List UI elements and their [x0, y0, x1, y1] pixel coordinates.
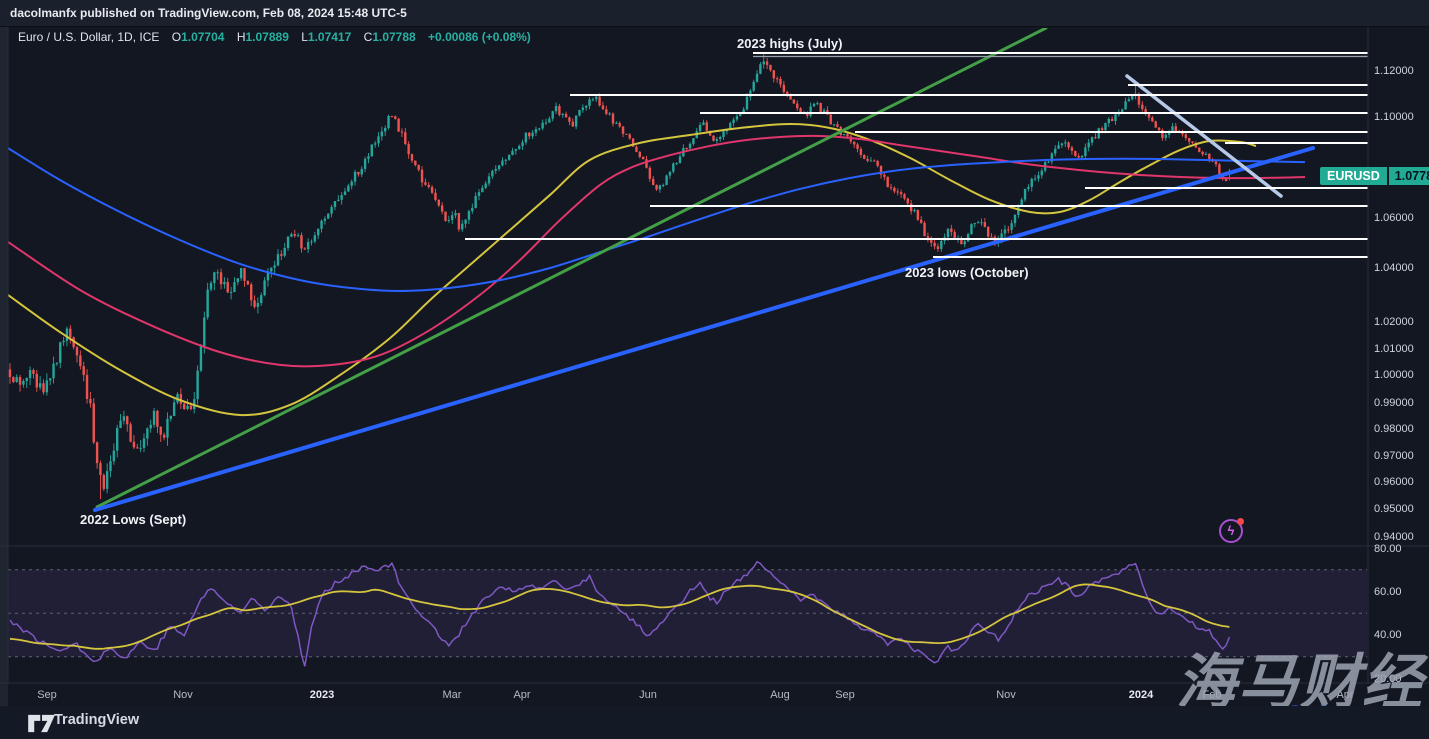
open-label: O — [171, 30, 182, 44]
ma-slow-blue — [8, 147, 1306, 292]
symbol-title: Euro / U.S. Dollar, 1D, ICE — [18, 30, 160, 44]
indicator-axis-label: 20.00 — [1374, 673, 1402, 685]
price-axis-label: 0.97000 — [1374, 450, 1414, 462]
time-axis-label: Apr — [1336, 689, 1354, 701]
annotation-2023-highs: 2023 highs (July) — [737, 36, 843, 51]
time-axis-label: Nov — [173, 689, 193, 701]
time-axis-label: Jun — [639, 689, 657, 701]
price-axis-label: 0.95000 — [1374, 503, 1414, 515]
price-axis-label: 0.99000 — [1374, 397, 1414, 409]
alerts-lightning-icon[interactable]: ϟ — [1219, 518, 1244, 543]
price-axis-label: 1.06000 — [1374, 212, 1414, 224]
time-axis-label: Feb — [1202, 689, 1222, 701]
price-axis-label: 1.01000 — [1374, 343, 1414, 355]
publisher-bar: dacolmanfx published on TradingView.com,… — [0, 0, 1429, 27]
high-label: H — [236, 30, 246, 44]
tradingview-logo-icon[interactable] — [25, 714, 59, 733]
price-axis-label: 1.02000 — [1374, 316, 1414, 328]
uptrend-green[interactable] — [95, 28, 1048, 509]
watermark-cjk: 海马财经 — [1176, 649, 1424, 716]
time-axis-label: 2023 — [309, 689, 335, 701]
low-label: L — [301, 30, 308, 44]
main-pane[interactable] — [8, 28, 1367, 512]
price-axis-label: 1.00000 — [1374, 369, 1414, 381]
last-price-badge: EURUSD 1.07788 — [1320, 167, 1429, 185]
lightning-bolt-glyph: ϟ — [1227, 523, 1235, 538]
low-value: 1.07417 — [307, 30, 352, 44]
time-axis-label: Sep — [835, 689, 855, 701]
time-axis-label: Apr — [513, 689, 531, 701]
rsi-ma-line — [9, 583, 1230, 650]
time-axis-label: Mar — [442, 689, 462, 701]
candles — [8, 52, 1231, 500]
tradingview-brand-text[interactable]: TradingView — [54, 712, 140, 728]
price-axis-label: 0.98000 — [1374, 423, 1414, 435]
publisher-text: dacolmanfx published on TradingView.com,… — [10, 6, 407, 20]
indicator-axis-label: 60.00 — [1374, 586, 1402, 598]
indicator-pane[interactable] — [8, 560, 1367, 667]
price-axis-label: 1.04000 — [1374, 262, 1414, 274]
price-axis-label: 1.10000 — [1374, 111, 1414, 123]
time-axis-label: Sep — [37, 689, 57, 701]
time-axis-label: Nov — [996, 689, 1016, 701]
close-label: C — [363, 30, 373, 44]
rsi-line — [9, 560, 1231, 667]
symbol-info-bar[interactable]: Euro / U.S. Dollar, 1D, ICE O1.07704 H1.… — [18, 30, 531, 44]
ma-fast-yellow — [8, 123, 1257, 417]
price-axis-label: 0.96000 — [1374, 476, 1414, 488]
uptrend-blue[interactable] — [93, 146, 1315, 512]
change-value: +0.00086 (+0.08%) — [428, 30, 531, 44]
ma-mid-pink — [8, 134, 1306, 368]
open-value: 1.07704 — [181, 30, 225, 44]
price-axis-label: 0.94000 — [1374, 531, 1414, 543]
indicator-axis-label: 80.00 — [1374, 543, 1402, 555]
price-axis-label: 1.12000 — [1374, 65, 1414, 77]
badge-symbol: EURUSD — [1320, 167, 1387, 185]
indicator-axis-label: 40.00 — [1374, 629, 1402, 641]
footer-bar: TradingView — [0, 706, 1429, 739]
annotation-2023-lows: 2023 lows (October) — [905, 265, 1029, 280]
time-axis-label: 2024 — [1128, 689, 1154, 701]
time-axis-label: Aug — [770, 689, 790, 701]
close-value: 1.07788 — [372, 30, 416, 44]
badge-price: 1.07788 — [1388, 167, 1429, 185]
high-value: 1.07889 — [245, 30, 289, 44]
notification-dot — [1237, 518, 1244, 525]
annotation-2022-lows: 2022 Lows (Sept) — [80, 512, 187, 527]
left-margin — [0, 27, 8, 706]
